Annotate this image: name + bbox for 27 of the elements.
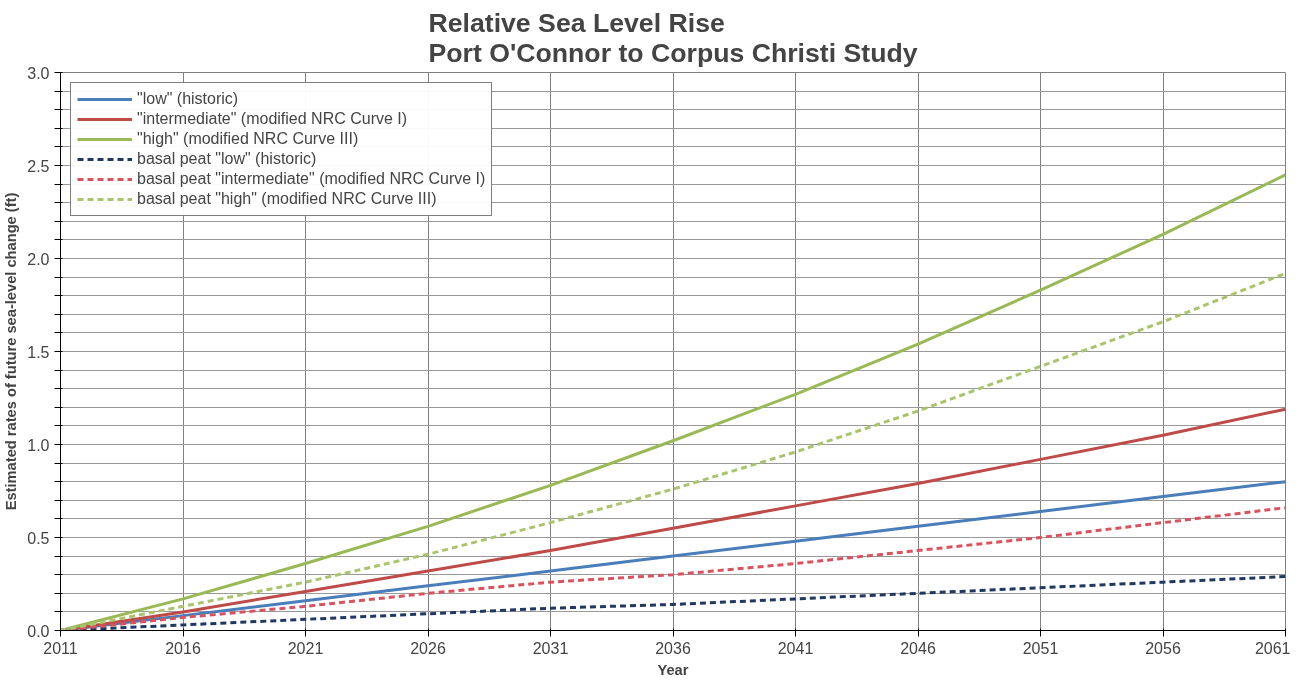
- x-tick-label: 2056: [1145, 639, 1181, 657]
- x-axis-title: Year: [657, 661, 689, 678]
- x-tick-label: 2011: [43, 639, 78, 657]
- legend-label: basal peat "high" (modified NRC Curve III): [137, 190, 437, 208]
- y-tick-label: 1.5: [27, 343, 50, 361]
- x-tick-label: 2046: [900, 639, 936, 657]
- x-tick-label: 2051: [1022, 639, 1059, 657]
- x-tick-label: 2021: [287, 639, 324, 657]
- chart-title: Relative Sea Level Rise Port O'Connor to Corpus Christi Study: [428, 7, 918, 68]
- y-tick-label: 1.0: [27, 436, 50, 454]
- legend-label: basal peat "intermediate" (modified NRC Curve I): [137, 170, 486, 188]
- y-tick-label: 0.0: [27, 622, 50, 640]
- legend-label: "high" (modified NRC Curve III): [137, 130, 359, 148]
- legend-label: basal peat "low" (historic): [137, 150, 317, 168]
- y-tick-label: 2.0: [27, 250, 50, 268]
- y-axis-title: Estimated rates of future sea-level change (ft): [3, 192, 20, 511]
- x-tick-label: 2036: [655, 639, 691, 657]
- x-tick-label: 2061: [1254, 639, 1291, 657]
- y-tick-label: 0.5: [27, 529, 50, 547]
- y-tick-label: 3.0: [27, 64, 50, 82]
- x-tick-label: 2041: [777, 639, 814, 657]
- x-tick-label: 2031: [532, 639, 569, 657]
- legend-label: "intermediate" (modified NRC Curve I): [137, 110, 408, 128]
- x-tick-label: 2026: [410, 639, 446, 657]
- y-tick-label: 2.5: [27, 157, 50, 175]
- x-tick-label: 2016: [165, 639, 201, 657]
- legend-label: "low" (historic): [137, 90, 239, 108]
